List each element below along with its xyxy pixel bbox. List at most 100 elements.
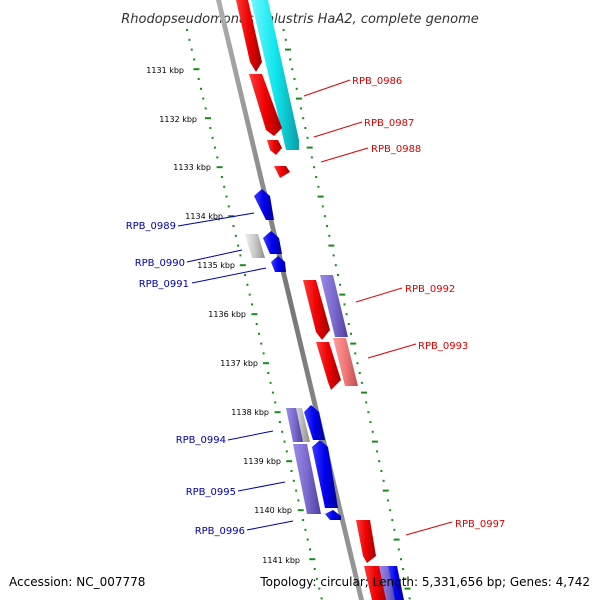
gene-RPB_0986-cyan[interactable]	[251, 0, 299, 150]
gene-tail-slate[interactable]	[379, 566, 396, 600]
leader-RPB_0991	[191, 267, 267, 284]
tick-track-right	[282, 29, 411, 600]
minor-tick	[234, 234, 237, 237]
minor-tick	[295, 489, 298, 492]
minor-tick	[404, 577, 407, 580]
major-tick	[404, 587, 411, 590]
kbp-label: 1135 kbp	[197, 261, 235, 270]
gene-RPB_0992[interactable]	[303, 280, 330, 340]
minor-tick	[274, 401, 277, 404]
gene-RPB_0992-slate[interactable]	[320, 275, 348, 337]
minor-tick	[389, 509, 392, 512]
minor-tick	[365, 401, 368, 404]
minor-tick	[283, 440, 286, 443]
gene-label[interactable]: RPB_0995	[186, 487, 236, 498]
minor-tick	[258, 332, 260, 335]
gene-RPB_0996[interactable]	[325, 510, 341, 520]
minor-tick	[186, 29, 189, 31]
gene-RPB_0987[interactable]	[249, 74, 282, 136]
gene-RPB_0986[interactable]	[236, 0, 262, 72]
gene-RPB_0988a[interactable]	[267, 140, 282, 155]
minor-tick	[232, 225, 235, 227]
minor-tick	[246, 283, 249, 286]
minor-tick	[248, 293, 251, 296]
minor-tick	[267, 372, 270, 374]
major-tick	[285, 48, 291, 51]
gene-label[interactable]: RPB_0993	[418, 341, 468, 352]
gene-features-forward	[245, 189, 341, 520]
minor-tick	[380, 470, 383, 472]
gene-labels-left: RPB_0989 RPB_0990 RPB_0991 RPB_0994 RPB_…	[126, 221, 245, 537]
gene-label[interactable]: RPB_0991	[139, 279, 189, 290]
gene-label[interactable]: RPB_0990	[135, 258, 185, 269]
minor-tick	[188, 38, 191, 41]
gene-RPB_0993-pink[interactable]	[333, 338, 358, 386]
major-tick	[193, 68, 200, 71]
gene-label[interactable]: RPB_0986	[352, 76, 402, 87]
leader-RPB_0987	[313, 121, 363, 138]
leader-RPB_0995	[237, 481, 286, 492]
minor-tick	[382, 479, 385, 482]
major-tick	[228, 215, 235, 218]
minor-tick	[369, 421, 372, 423]
minor-tick	[337, 274, 339, 276]
major-tick	[251, 313, 258, 316]
major-tick	[295, 97, 302, 100]
kbp-label: 1138 kbp	[231, 408, 269, 417]
kbp-label: 1136 kbp	[208, 310, 246, 319]
minor-tick	[269, 381, 272, 384]
kbp-label: 1137 kbp	[220, 359, 258, 368]
major-tick	[382, 489, 389, 492]
minor-tick	[289, 58, 292, 61]
gene-label[interactable]: RPB_0994	[176, 435, 226, 446]
minor-tick	[310, 156, 313, 159]
major-tick	[350, 342, 357, 345]
gene-label[interactable]: RPB_0996	[195, 526, 245, 537]
minor-tick	[306, 136, 309, 139]
gene-label[interactable]: RPB_0997	[455, 519, 505, 530]
minor-tick	[304, 528, 307, 531]
major-tick	[309, 558, 316, 561]
minor-tick	[356, 362, 359, 365]
gene-label[interactable]: RPB_0988	[371, 144, 421, 155]
minor-tick	[282, 29, 285, 31]
gene-RPB_0997[interactable]	[356, 520, 376, 563]
minor-tick	[367, 411, 370, 414]
minor-tick	[285, 450, 288, 453]
minor-tick	[408, 597, 411, 600]
major-tick	[297, 509, 304, 512]
minor-tick	[262, 352, 265, 355]
gene-RPB_0990[interactable]	[263, 231, 282, 254]
gene-label[interactable]: RPB_0987	[364, 118, 414, 129]
minor-tick	[400, 558, 402, 561]
leader-RPB_0986	[303, 79, 351, 97]
gene-RPB_0994-dark[interactable]	[286, 408, 303, 442]
gene-RPB_0993[interactable]	[316, 342, 341, 390]
gene-RPB_0989[interactable]	[254, 189, 274, 220]
minor-tick	[297, 499, 300, 502]
minor-tick	[318, 587, 321, 590]
minor-tick	[202, 97, 205, 100]
gene-RPB_0995[interactable]	[312, 440, 338, 508]
minor-tick	[358, 372, 361, 374]
gene-label[interactable]: RPB_0992	[405, 284, 455, 295]
minor-tick	[293, 78, 296, 80]
major-tick	[306, 146, 313, 149]
gene-label[interactable]: RPB_0989	[126, 221, 176, 232]
gene-tail-blue[interactable]	[388, 566, 404, 600]
gene-RPB_0994[interactable]	[304, 405, 325, 440]
minor-tick	[213, 146, 216, 149]
minor-tick	[402, 568, 405, 570]
gene-RPB_0991[interactable]	[271, 256, 286, 272]
major-tick	[216, 166, 223, 169]
gene-RPB_0990-grey[interactable]	[245, 234, 265, 258]
minor-tick	[255, 323, 258, 325]
minor-tick	[376, 450, 379, 453]
kbp-label: 1131 kbp	[146, 66, 184, 75]
gene-RPB_0988[interactable]	[274, 166, 290, 178]
gene-RPB_0995-slate[interactable]	[293, 444, 321, 514]
minor-tick	[323, 215, 326, 218]
minor-tick	[223, 185, 226, 188]
major-tick	[263, 362, 269, 365]
